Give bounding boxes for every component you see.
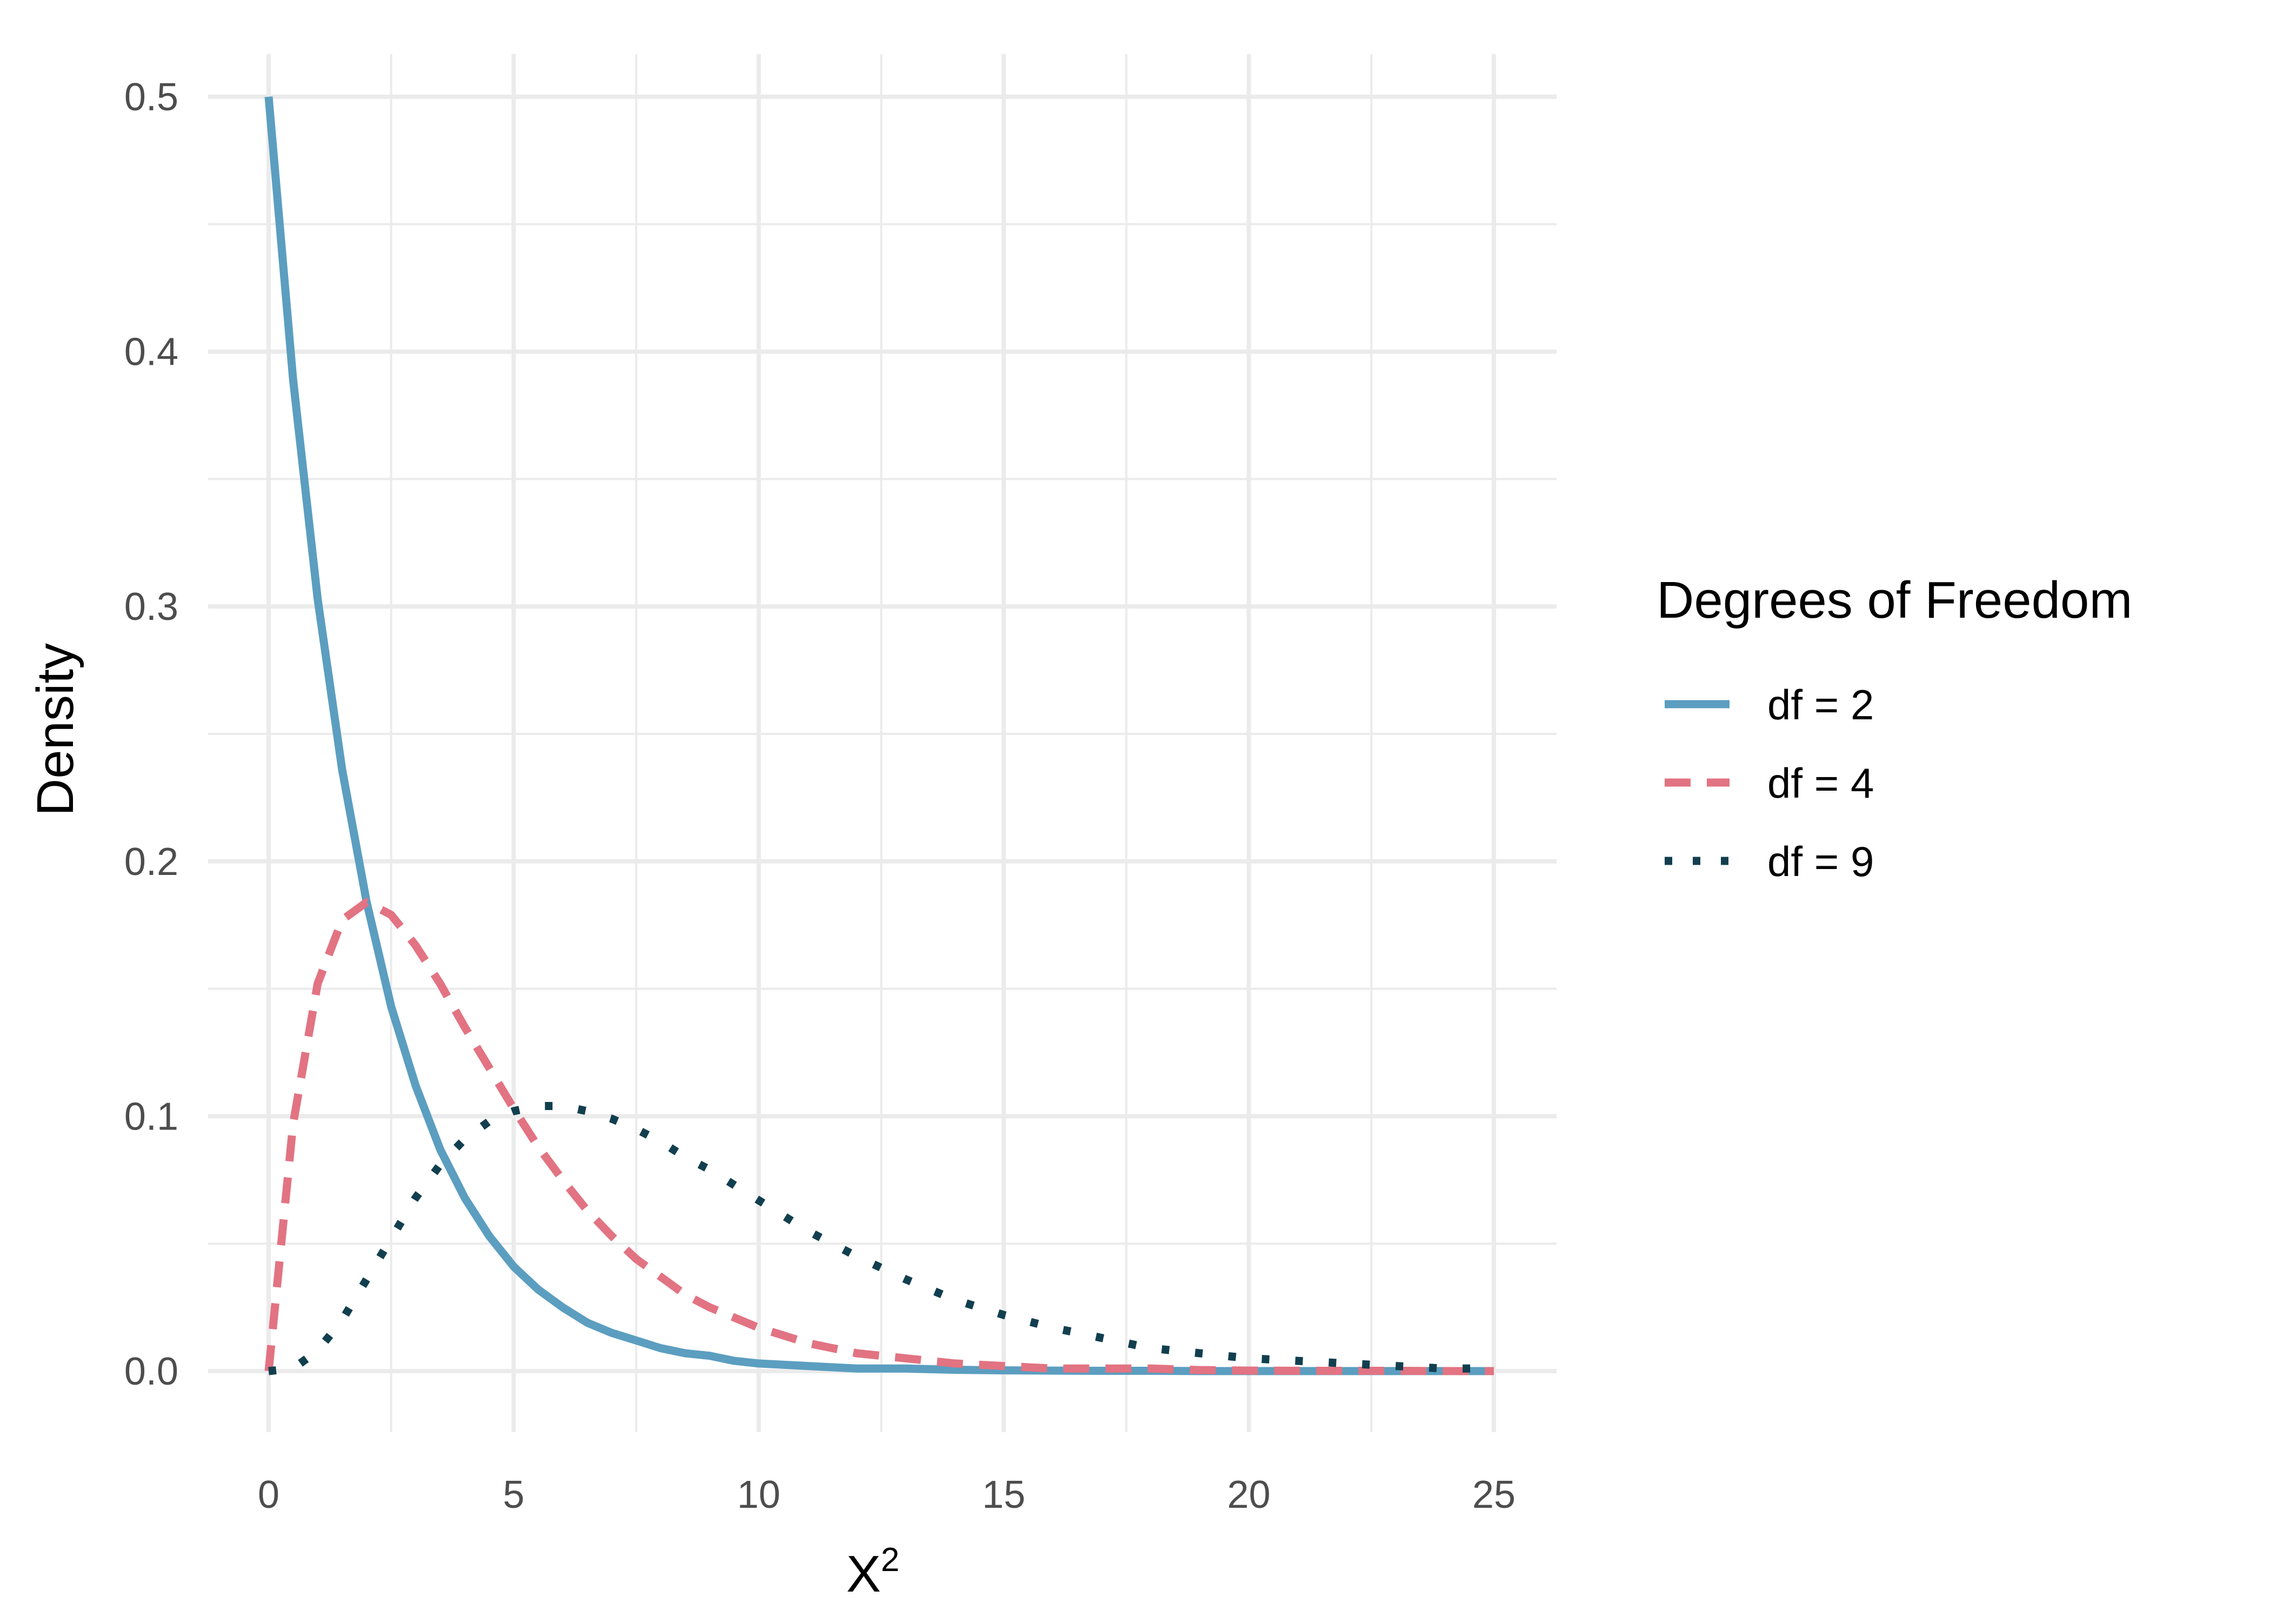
x-axis-ticks: 0 5 10 15 20 25 xyxy=(258,1473,1515,1516)
x-tick-label: 20 xyxy=(1227,1473,1271,1516)
series-lines xyxy=(264,96,1494,1375)
y-axis-ticks: 0.0 0.1 0.2 0.3 0.4 0.5 xyxy=(124,76,178,1393)
y-tick-label: 0.0 xyxy=(124,1350,178,1393)
y-tick-label: 0.5 xyxy=(124,76,178,119)
y-axis-title: Density xyxy=(26,643,84,816)
legend-label-df-2: df = 2 xyxy=(1767,681,1874,729)
y-tick-label: 0.1 xyxy=(124,1095,178,1138)
x-axis-title-superscript: 2 xyxy=(881,1541,899,1579)
x-tick-label: 0 xyxy=(258,1473,279,1516)
x-tick-label: 5 xyxy=(503,1473,524,1516)
x-tick-label: 10 xyxy=(737,1473,780,1516)
y-tick-label: 0.3 xyxy=(124,585,178,629)
y-tick-label: 0.2 xyxy=(124,840,178,884)
legend-label-df-4: df = 4 xyxy=(1767,759,1874,807)
series-line-df-4 xyxy=(264,898,1494,1375)
legend: Degrees of Freedom df = 2 df = 4 df = 9 xyxy=(1657,571,2132,885)
legend-title: Degrees of Freedom xyxy=(1657,571,2132,629)
legend-label-df-9: df = 9 xyxy=(1767,838,1874,885)
y-tick-label: 0.4 xyxy=(124,331,178,374)
x-axis-title-main: X xyxy=(846,1545,881,1603)
x-axis-title: X2 xyxy=(846,1541,900,1603)
x-tick-label: 15 xyxy=(982,1473,1025,1516)
x-tick-label: 25 xyxy=(1472,1473,1515,1516)
legend-items: df = 2 df = 4 df = 9 xyxy=(1665,681,1874,885)
minor-gridlines xyxy=(208,54,1557,1432)
